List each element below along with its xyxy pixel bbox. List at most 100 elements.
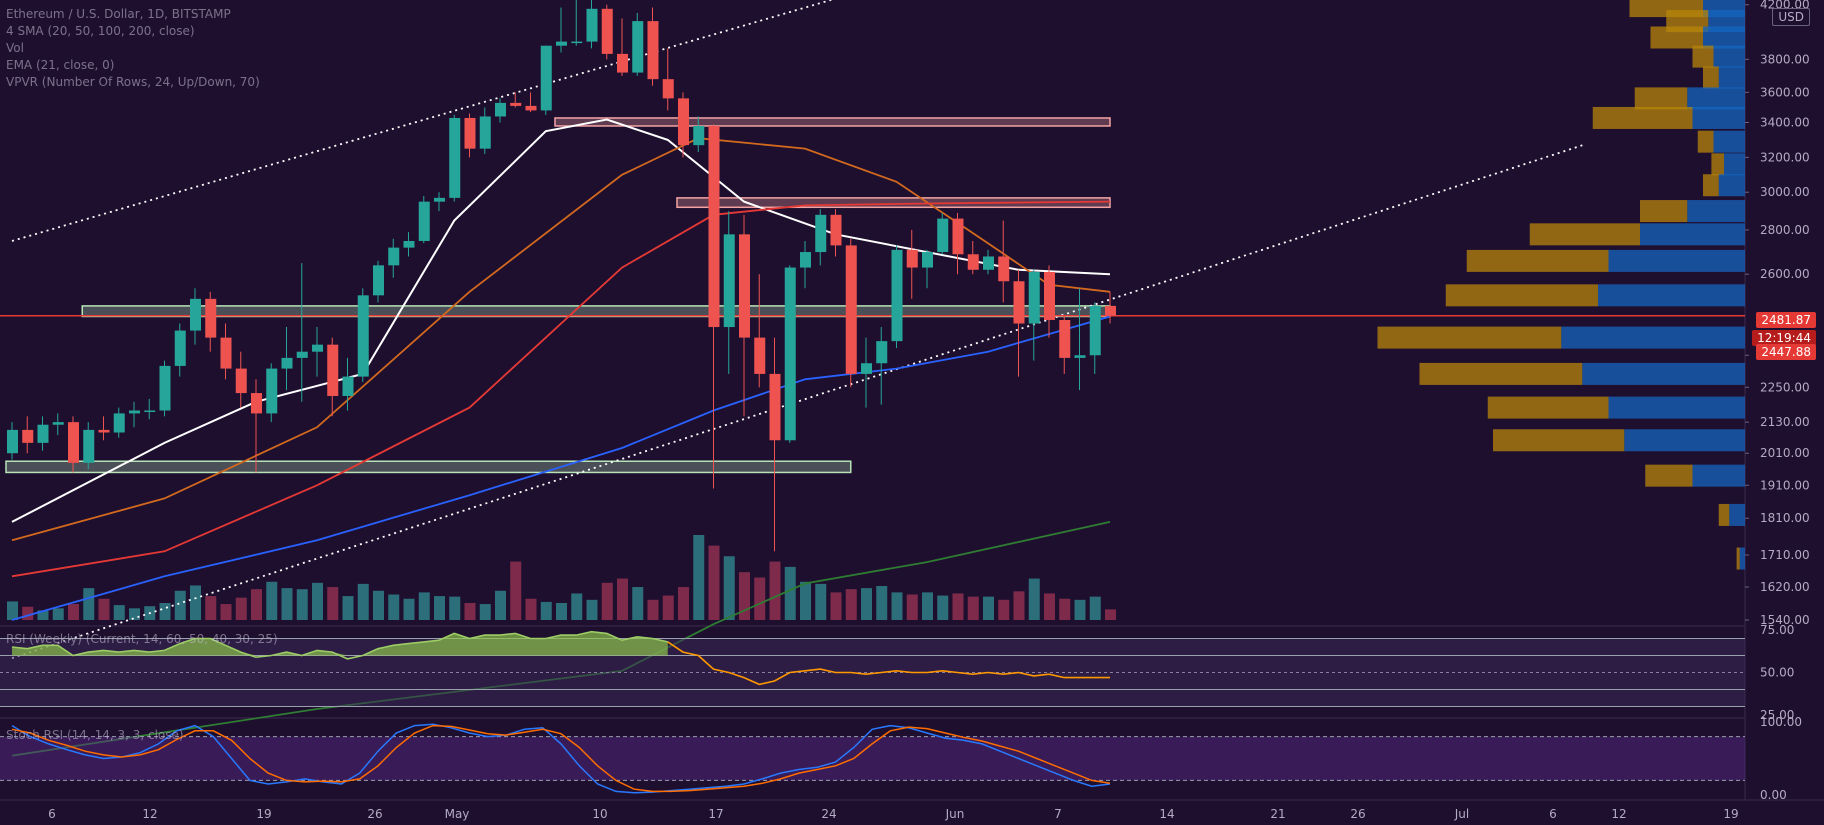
candle-body bbox=[1074, 355, 1086, 358]
vpvr-down-bar bbox=[1640, 200, 1688, 223]
time-tick-label: 26 bbox=[1350, 807, 1365, 821]
rsi-label[interactable]: RSI (Weekly) (Current, 14, 60, 50, 40, 3… bbox=[6, 632, 278, 646]
rsi-tick-label: 50.00 bbox=[1760, 666, 1794, 680]
candle-body bbox=[357, 295, 369, 377]
vpvr-down-bar bbox=[1529, 223, 1640, 246]
currency-badge[interactable]: USD bbox=[1772, 8, 1810, 26]
price-tick-label: 1810.00 bbox=[1760, 511, 1810, 525]
legend-vol[interactable]: Vol bbox=[6, 41, 24, 55]
candle-body bbox=[312, 344, 323, 352]
volume-bar bbox=[723, 556, 735, 620]
chart-legend: Ethereum / U.S. Dollar, 1D, BITSTAMP 4 S… bbox=[6, 6, 260, 91]
candle-body bbox=[525, 105, 537, 111]
candle-body bbox=[266, 368, 278, 414]
candle-body bbox=[784, 267, 796, 441]
sr-zone bbox=[5, 460, 852, 474]
candle-body bbox=[952, 218, 964, 255]
secondary-price-tag: 2447.88 bbox=[1756, 344, 1816, 360]
candle-body bbox=[7, 429, 18, 454]
vpvr-down-bar bbox=[1703, 174, 1719, 197]
volume-bar bbox=[205, 596, 217, 620]
vpvr-up-bar bbox=[1718, 174, 1745, 197]
vpvr-up-bar bbox=[1687, 200, 1745, 223]
volume-bar bbox=[1013, 591, 1025, 620]
candle-body bbox=[586, 8, 598, 42]
volume-bar bbox=[830, 592, 842, 620]
candle-body bbox=[510, 102, 522, 106]
vpvr-down-bar bbox=[1634, 87, 1688, 110]
volume-bar bbox=[357, 583, 369, 620]
candle-body bbox=[1044, 271, 1055, 320]
price-tick-label: 2600.00 bbox=[1760, 267, 1810, 281]
time-tick-label: 21 bbox=[1270, 807, 1285, 821]
candle-body bbox=[556, 41, 567, 46]
volume-bar bbox=[296, 589, 308, 620]
candle-body bbox=[617, 53, 628, 73]
volume-bar bbox=[769, 561, 781, 620]
rsi-axis: 75.00 50.00 25.00 bbox=[1760, 623, 1794, 722]
volume-bar bbox=[235, 597, 247, 620]
sr-zone bbox=[554, 117, 1111, 127]
candle-body bbox=[815, 214, 827, 253]
time-tick-label: 7 bbox=[1054, 807, 1062, 821]
vpvr-down-bar bbox=[1487, 396, 1609, 419]
volume-bar bbox=[7, 601, 18, 620]
price-tick-label: 3200.00 bbox=[1760, 150, 1810, 164]
volume-bar bbox=[220, 604, 232, 620]
candle-body bbox=[403, 240, 415, 248]
rsi-overbought-fill bbox=[12, 631, 668, 656]
price-tick-label: 3600.00 bbox=[1760, 85, 1810, 99]
volume-bar bbox=[800, 581, 811, 620]
candle-body bbox=[540, 45, 552, 111]
vpvr-down-bar bbox=[1711, 153, 1724, 176]
legend-ema[interactable]: EMA (21, close, 0) bbox=[6, 58, 115, 72]
price-tick-label: 2130.00 bbox=[1760, 415, 1810, 429]
stoch-d-line bbox=[11, 724, 1111, 793]
legend-vpvr[interactable]: VPVR (Number Of Rows, 24, Up/Down, 70) bbox=[6, 75, 260, 89]
stoch-label[interactable]: Stoch RSI (14, 14, 3, 3, close) bbox=[6, 728, 184, 742]
stoch-k-line bbox=[11, 723, 1111, 794]
volume-bar bbox=[327, 587, 339, 620]
candle-body bbox=[449, 117, 461, 198]
candle-body bbox=[235, 368, 247, 394]
volume-bar bbox=[190, 585, 201, 620]
volume-bars bbox=[7, 535, 1116, 620]
vpvr-down-bar bbox=[1419, 362, 1583, 385]
vpvr-down-bar bbox=[1692, 45, 1714, 68]
volume-bar bbox=[861, 588, 872, 620]
volume-bar bbox=[571, 593, 583, 620]
time-tick-label: 10 bbox=[592, 807, 607, 821]
candle-body bbox=[800, 252, 811, 268]
time-tick-label: May bbox=[445, 807, 470, 821]
volume-bar bbox=[373, 590, 384, 620]
legend-symbol[interactable]: Ethereum / U.S. Dollar, 1D, BITSTAMP bbox=[6, 7, 231, 21]
vpvr-up-bar bbox=[1713, 45, 1745, 68]
candle-body bbox=[632, 21, 644, 73]
price-tick-label: 1710.00 bbox=[1760, 548, 1810, 562]
candle-body bbox=[845, 245, 857, 374]
candle-body bbox=[1013, 281, 1025, 324]
volume-bar bbox=[266, 581, 278, 620]
price-tick-label: 2010.00 bbox=[1760, 446, 1810, 460]
volume-bar bbox=[1089, 596, 1101, 620]
countdown-tag: 12:19:44 bbox=[1752, 330, 1816, 346]
legend-ma[interactable]: 4 SMA (20, 50, 100, 200, close) bbox=[6, 24, 195, 38]
volume-bar bbox=[1059, 598, 1071, 620]
price-tick-label: 1620.00 bbox=[1760, 580, 1810, 594]
candle-body bbox=[296, 351, 308, 358]
volume-bar bbox=[495, 590, 506, 620]
rsi-tick-label: 25.00 bbox=[1760, 708, 1794, 722]
trendline bbox=[11, 0, 834, 242]
candle-body bbox=[601, 8, 613, 54]
time-tick-label: 26 bbox=[367, 807, 382, 821]
time-tick-label: 6 bbox=[48, 807, 56, 821]
volume-bar bbox=[1105, 609, 1116, 620]
vpvr-down-bar bbox=[1445, 284, 1598, 307]
vpvr-profile bbox=[1377, 0, 1745, 570]
price-tick-label: 1910.00 bbox=[1760, 478, 1810, 492]
time-tick-label: 14 bbox=[1159, 807, 1174, 821]
candle-body bbox=[22, 429, 34, 443]
candle-body bbox=[159, 365, 171, 411]
price-tick-label: 4200.00 bbox=[1760, 0, 1810, 12]
